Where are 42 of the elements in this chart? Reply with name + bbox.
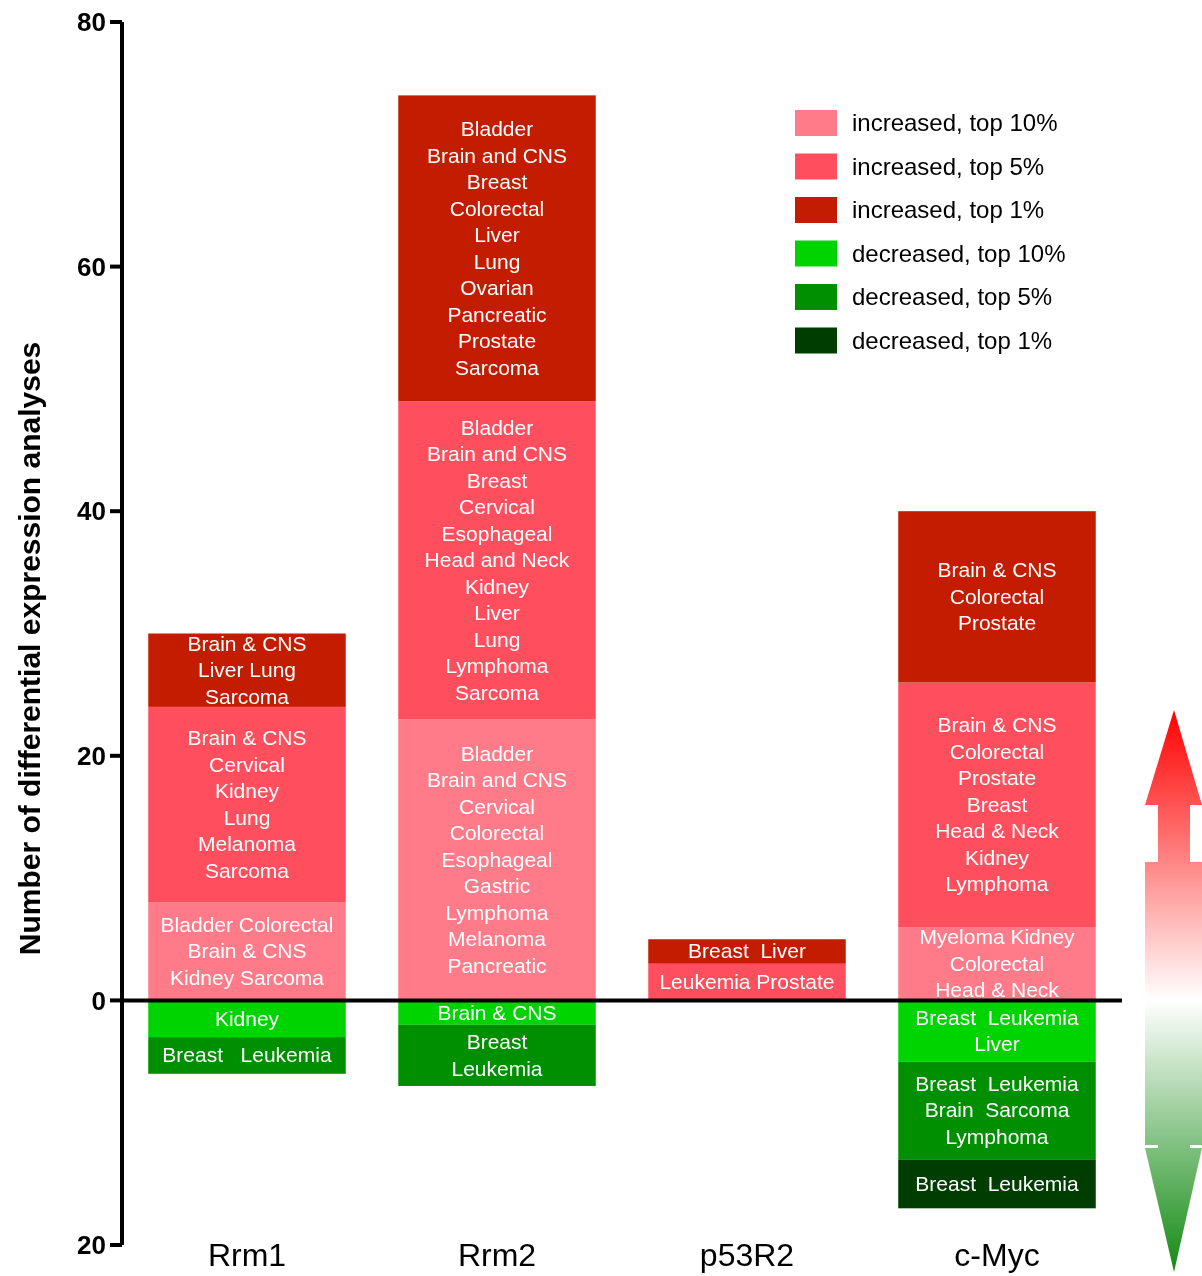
legend-label: increased, top 5% bbox=[852, 152, 1045, 180]
text: Bladder Brain and CNS Breast Colorectal Liver Lung Ovarian Pancreatic Prostate Sarcoma bbox=[426, 117, 568, 379]
y-tick-label: 40 bbox=[77, 496, 106, 527]
data-label: Breast Leukemia bbox=[915, 1171, 1080, 1195]
text: Bladder Brain and CNS Breast Cervical Esophageal Head and Neck Kidney Liver Lung Lymphoma Sarcoma bbox=[424, 415, 570, 704]
data-label: Brain & CNS Liver Lung Sarcoma bbox=[187, 631, 307, 708]
bar bbox=[898, 1159, 1096, 1209]
bar bbox=[898, 511, 1096, 683]
data-label: Leukemia Prostate bbox=[659, 970, 835, 994]
bar bbox=[148, 706, 346, 903]
data-label: Brain & CNS bbox=[437, 1000, 557, 1024]
y-tick-label: 20 bbox=[77, 740, 106, 771]
legend-label: decreased, top 5% bbox=[852, 283, 1053, 311]
data-label: Breast Liver bbox=[688, 939, 806, 963]
data-label: Brain & CNS Cervical Kidney Lung Melanoma Sarcoma bbox=[187, 726, 307, 882]
data-label: Myeloma Kidney Colorectal Head & Neck bbox=[919, 925, 1076, 1002]
bar bbox=[398, 95, 596, 402]
x-tick-label: p53R2 bbox=[699, 1237, 795, 1273]
data-label: Breast Leukemia Liver bbox=[915, 1005, 1080, 1056]
legend-label: increased, top 1% bbox=[852, 196, 1045, 224]
bar bbox=[398, 1024, 596, 1087]
data-label: Kidney bbox=[214, 1006, 280, 1030]
x-tick-label: c-Myc bbox=[954, 1237, 1040, 1273]
y-axis-title: Number of differential expression analyses bbox=[13, 341, 46, 956]
bar bbox=[898, 682, 1096, 928]
data-label: Brain & CNS Colorectal Prostate Breast Head & Neck Kidney Lymphoma bbox=[935, 713, 1060, 896]
data-label: Breast Leukemia Brain Sarcoma Lymphoma bbox=[915, 1071, 1080, 1148]
data-label: Breast Leukemia bbox=[162, 1043, 332, 1067]
legend-label: decreased, top 1% bbox=[852, 326, 1053, 354]
data-label: Brain & CNS Colorectal Prostate bbox=[937, 558, 1057, 635]
data-label: Breast Leukemia bbox=[451, 1030, 543, 1080]
legend-label: increased, top 10% bbox=[852, 109, 1058, 137]
y-tick-label: 0 bbox=[91, 985, 106, 1016]
x-tick-label: Rrm2 bbox=[457, 1237, 537, 1273]
y-tick-label: 20 bbox=[77, 1230, 106, 1261]
y-tick-label: 60 bbox=[77, 251, 106, 282]
bar bbox=[398, 401, 596, 720]
data-label: Bladder Colorectal Brain & CNS Kidney Sarcoma bbox=[160, 912, 334, 989]
x-tick-label: Rrm1 bbox=[207, 1237, 287, 1273]
text: Bladder Brain and CNS Cervical Colorectal Esophageal Gastric Lymphoma Melanoma Pancreatic bbox=[426, 741, 568, 977]
y-tick-label: 80 bbox=[77, 7, 106, 38]
legend-label: decreased, top 10% bbox=[852, 239, 1066, 267]
